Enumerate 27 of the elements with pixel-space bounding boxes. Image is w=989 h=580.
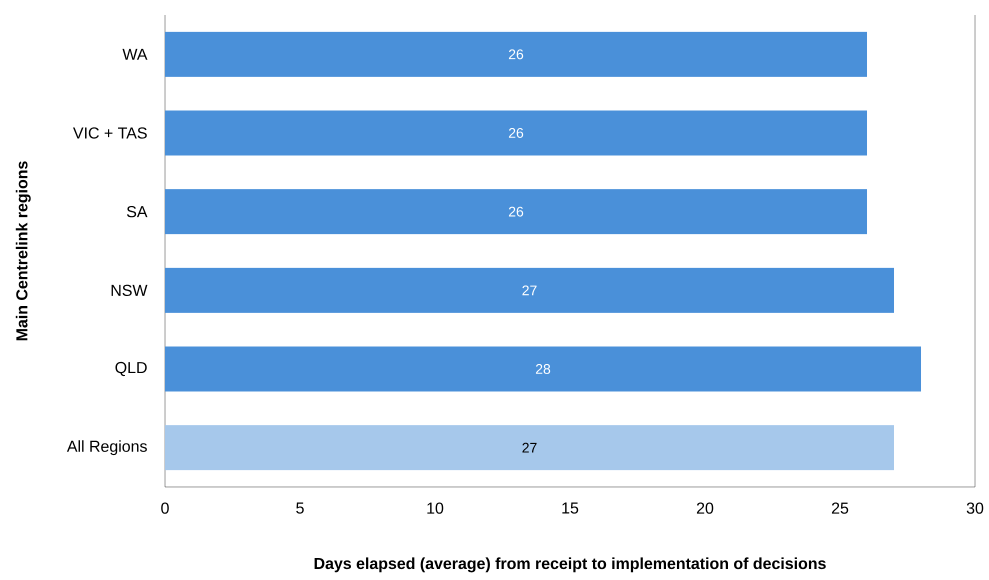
y-tick-label: VIC + TAS [73, 127, 147, 139]
x-tick-label: 10 [427, 502, 444, 514]
y-axis-title: Main Centrelink regions [16, 161, 31, 340]
y-tick-label: SA [126, 206, 148, 218]
data-label: 26 [508, 206, 524, 217]
data-label: 27 [522, 442, 537, 453]
x-tick-label: 20 [696, 502, 714, 514]
data-label: 27 [522, 285, 537, 296]
y-tick-label: QLD [115, 362, 147, 376]
bar [165, 32, 868, 77]
x-tick-label: 15 [562, 502, 578, 514]
bar [165, 346, 922, 392]
x-tick-label: 30 [966, 502, 984, 514]
y-tick-label: WA [122, 48, 148, 60]
bar [165, 268, 894, 313]
data-label: 28 [536, 364, 550, 374]
x-tick-label: 25 [832, 502, 848, 514]
bar [165, 425, 894, 470]
x-tick-label: 5 [296, 502, 304, 514]
data-label: 26 [508, 128, 524, 138]
bar [165, 189, 868, 234]
bar [165, 110, 868, 156]
x-axis-title: Days elapsed (average) from receipt to implementation of decisions [314, 557, 826, 572]
x-tick-label: 0 [161, 502, 169, 514]
y-tick-label: All Regions [66, 440, 147, 456]
y-tick-label: NSW [112, 284, 148, 296]
data-label: 26 [508, 49, 524, 60]
